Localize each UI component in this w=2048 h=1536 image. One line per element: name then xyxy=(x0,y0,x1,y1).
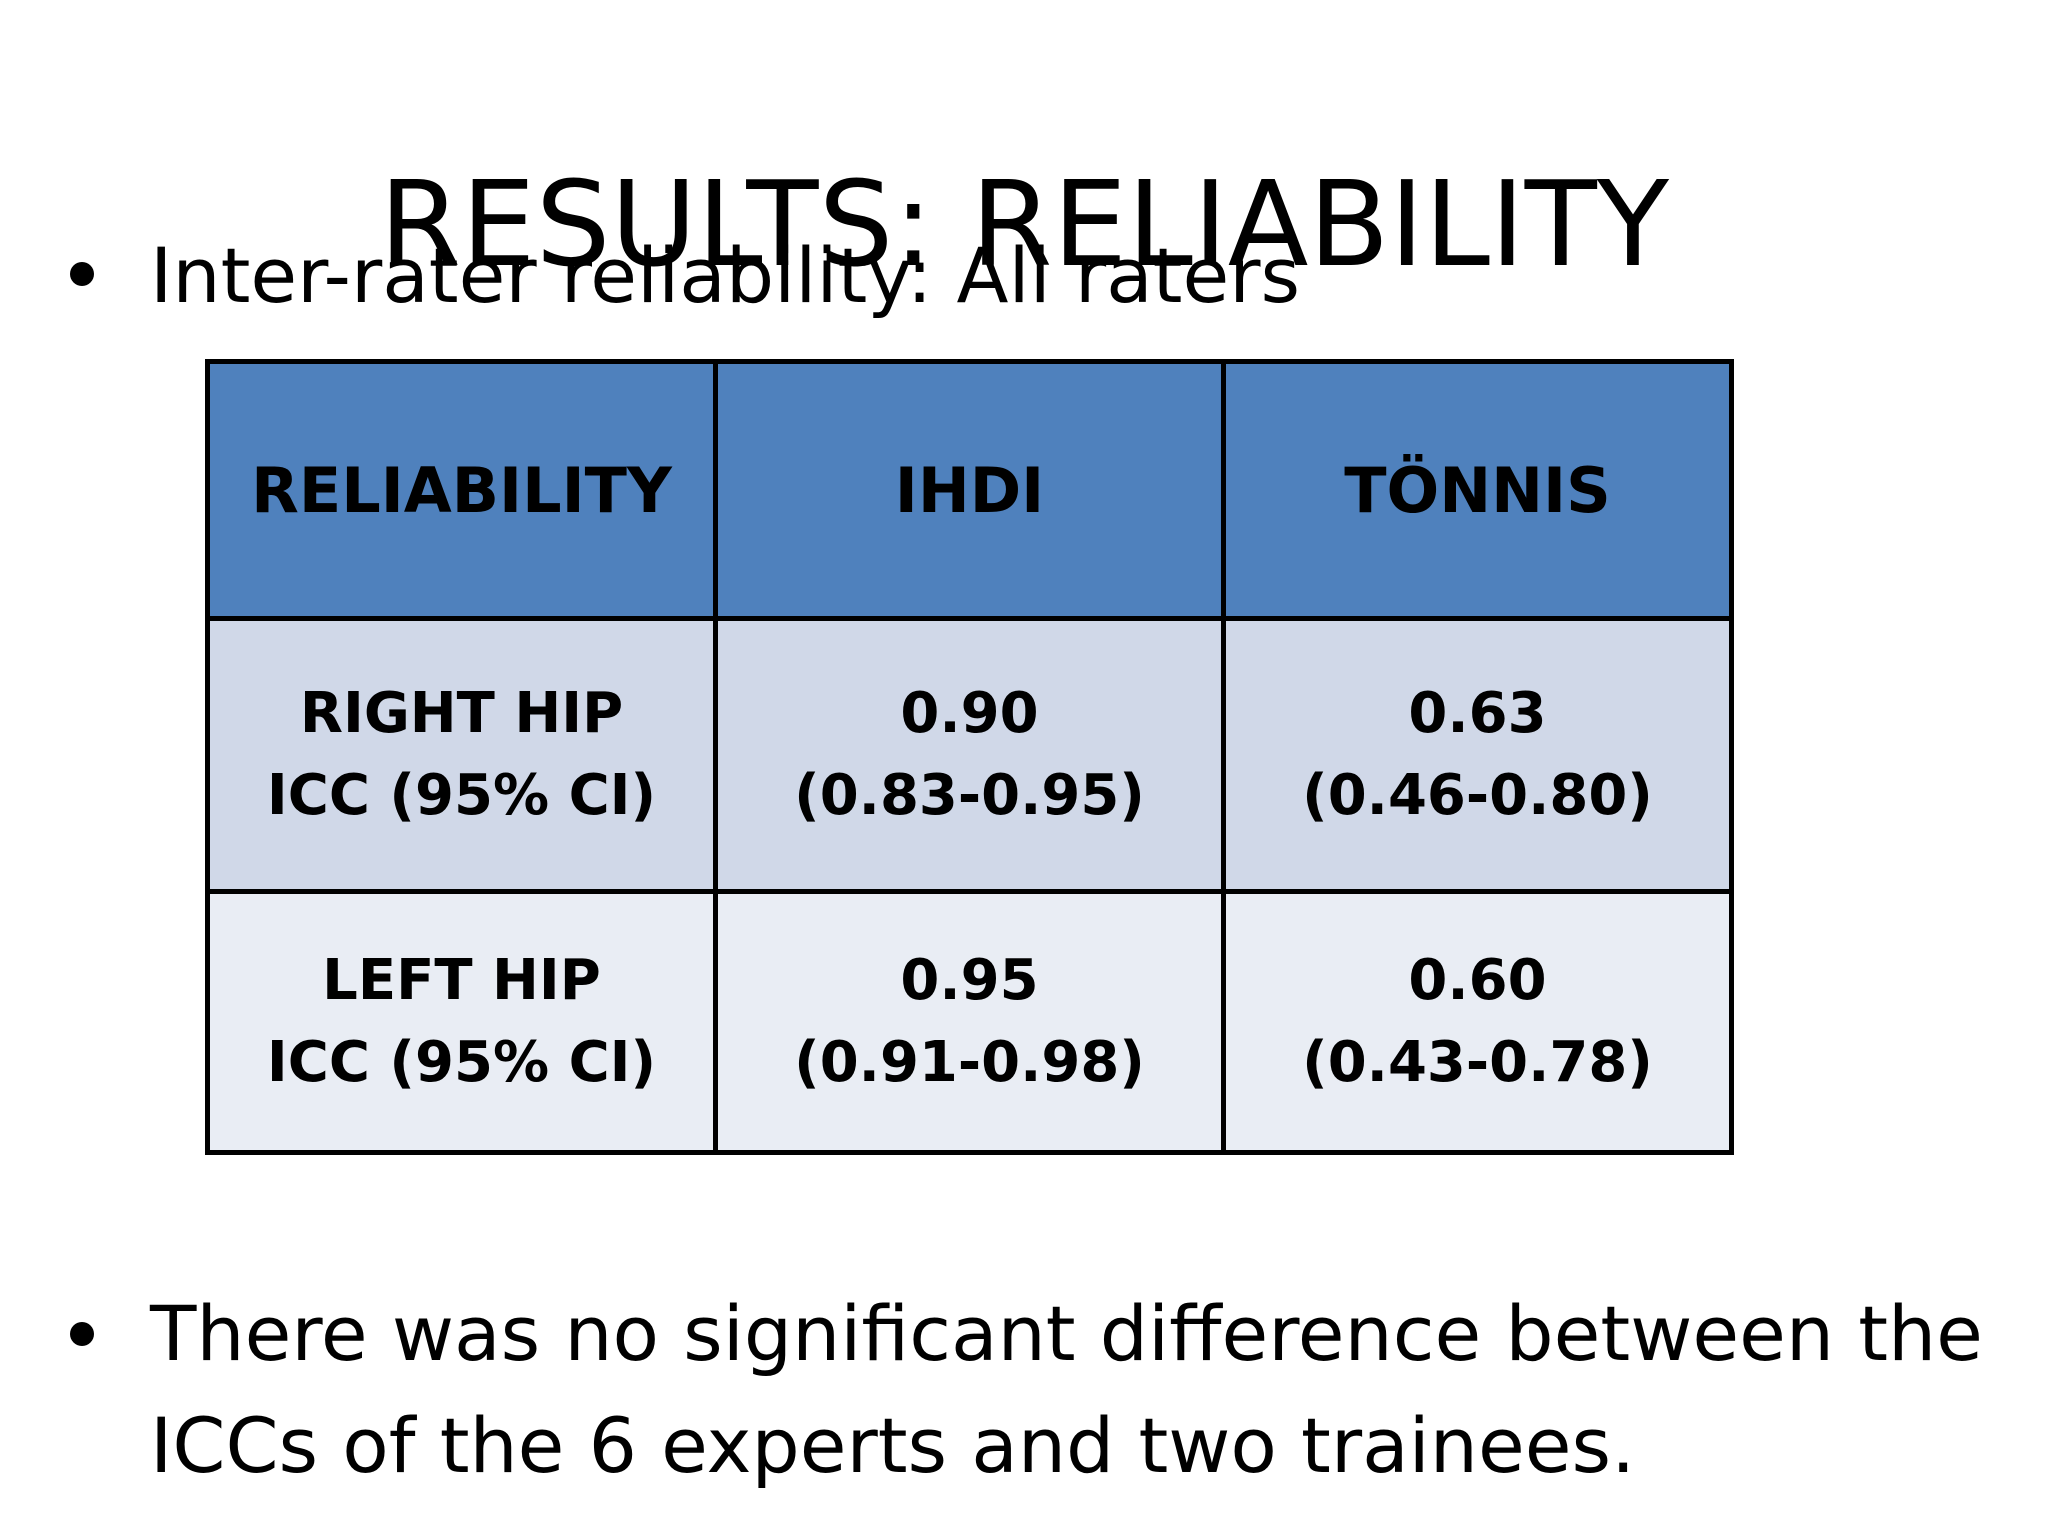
icc-value: 0.95 xyxy=(900,948,1039,1013)
table-header-row: RELIABILITY IHDI TÖNNIS xyxy=(205,359,1734,621)
icc-ci: (0.91-0.98) xyxy=(794,1030,1145,1095)
bullet-dot-icon xyxy=(70,262,94,286)
icc-ci: (0.83-0.95) xyxy=(794,763,1145,828)
icc-value: 0.60 xyxy=(1408,948,1547,1013)
reliability-table: RELIABILITY IHDI TÖNNIS RIGHT HIP ICC (9… xyxy=(205,359,1734,1155)
bullet-inter-rater: Inter-rater reliability: All raters xyxy=(150,231,1301,320)
icc-value: 0.90 xyxy=(900,681,1039,746)
row-sublabel: ICC (95% CI) xyxy=(266,1030,657,1095)
header-ihdi: IHDI xyxy=(713,359,1226,621)
row-sublabel: ICC (95% CI) xyxy=(266,763,657,828)
row-label-cell: RIGHT HIP ICC (95% CI) xyxy=(205,616,718,894)
table-row-left-hip: LEFT HIP ICC (95% CI) 0.95 (0.91-0.98) 0… xyxy=(205,889,1734,1155)
icc-value: 0.63 xyxy=(1408,681,1547,746)
row-label-cell: LEFT HIP ICC (95% CI) xyxy=(205,889,718,1155)
table-row-right-hip: RIGHT HIP ICC (95% CI) 0.90 (0.83-0.95) … xyxy=(205,616,1734,894)
tonnis-cell: 0.60 (0.43-0.78) xyxy=(1221,889,1734,1155)
row-label: RIGHT HIP xyxy=(299,681,624,746)
ihdi-cell: 0.95 (0.91-0.98) xyxy=(713,889,1226,1155)
ihdi-cell: 0.90 (0.83-0.95) xyxy=(713,616,1226,894)
bullet-dot-icon xyxy=(70,1322,94,1346)
icc-ci: (0.43-0.78) xyxy=(1302,1030,1653,1095)
icc-ci: (0.46-0.80) xyxy=(1302,763,1653,828)
header-reliability: RELIABILITY xyxy=(205,359,718,621)
slide-title: RESULTS: RELIABILITY xyxy=(379,155,1669,294)
bullet-conclusion: There was no significant difference betw… xyxy=(150,1289,1983,1490)
tonnis-cell: 0.63 (0.46-0.80) xyxy=(1221,616,1734,894)
header-tonnis: TÖNNIS xyxy=(1221,359,1734,621)
row-label: LEFT HIP xyxy=(322,948,601,1013)
